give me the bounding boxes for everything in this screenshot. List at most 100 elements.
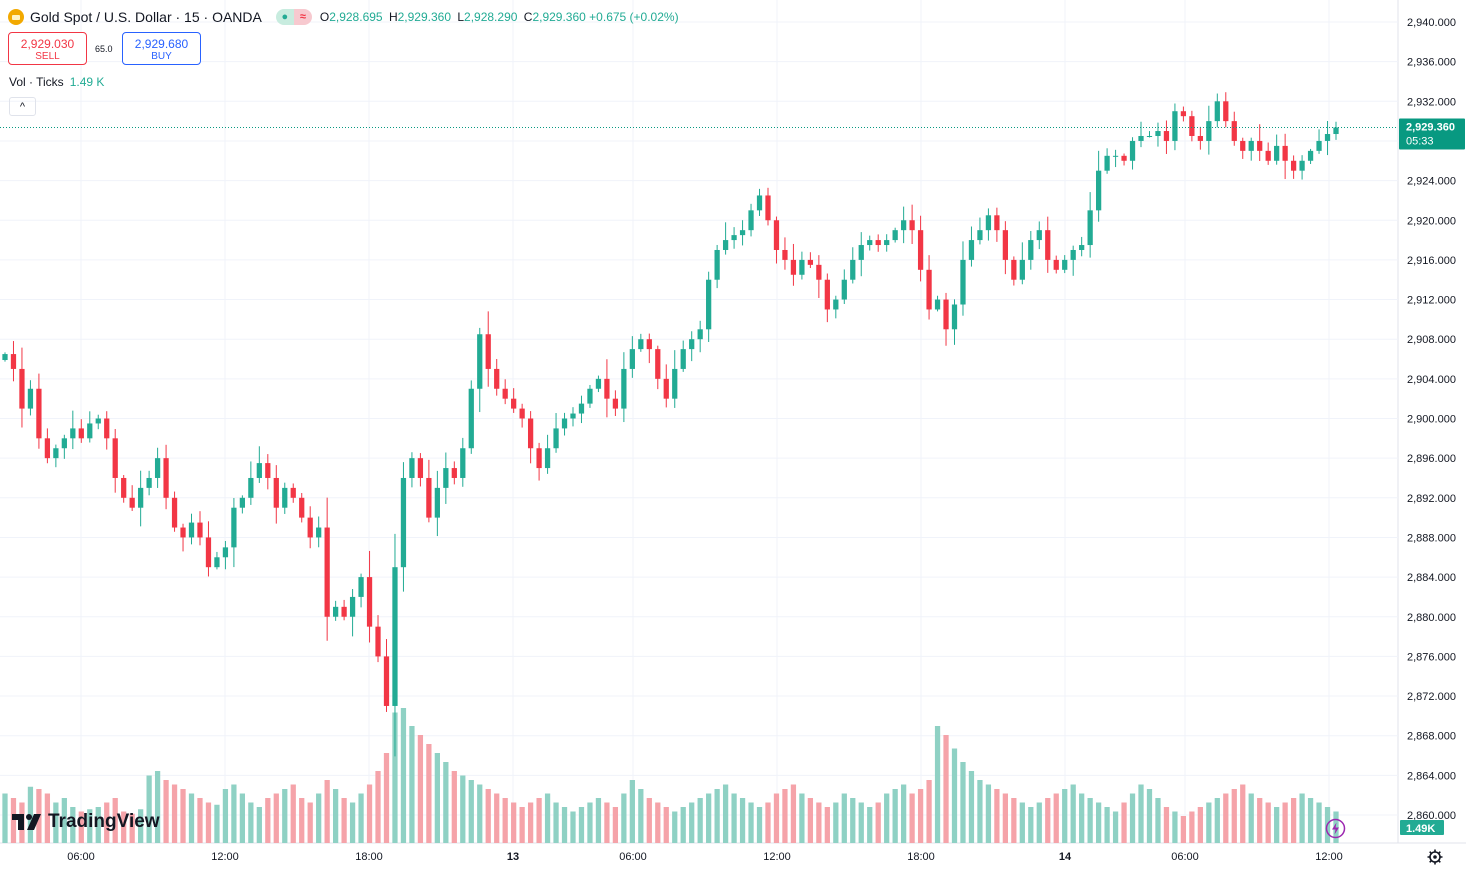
volume-bar <box>1002 793 1008 843</box>
candle-body <box>307 517 313 538</box>
settings-gear-icon[interactable] <box>1426 848 1444 866</box>
candle-body <box>324 527 330 617</box>
volume-legend-value: 1.49 K <box>69 75 105 89</box>
volume-bar <box>875 802 881 843</box>
candle-body <box>790 259 797 275</box>
candle-body <box>1019 259 1025 280</box>
high-value: 2,929.360 <box>397 10 451 24</box>
market-status-pill[interactable]: ● ≈ <box>275 9 312 25</box>
candle-body <box>960 259 966 305</box>
symbol-title[interactable]: Gold Spot / U.S. Dollar · 15 · OANDA <box>30 9 262 25</box>
candle-body <box>400 477 407 568</box>
volume-bar <box>934 726 941 843</box>
volume-bar <box>833 802 839 843</box>
candle-body <box>70 428 76 439</box>
volume-bar <box>112 798 118 843</box>
time-axis[interactable]: 06:00 12:00 18:00 13 06:00 12:00 18:00 14 06:00 1… <box>67 851 1343 863</box>
candle-body <box>824 279 830 310</box>
volume-bar <box>290 784 296 843</box>
time-tick-label: 13 <box>507 851 519 863</box>
volume-bar <box>655 802 661 843</box>
buy-button[interactable]: 2,929.680 BUY <box>122 32 201 65</box>
price-tick-label: 2,860.000 <box>1407 810 1456 822</box>
volume-bar <box>553 802 559 843</box>
candle-body <box>739 230 746 236</box>
candle-body <box>968 240 975 260</box>
candle-body <box>578 403 585 414</box>
volume-bar <box>1333 811 1339 843</box>
volume-bar <box>527 802 534 843</box>
time-tick-label: 06:00 <box>67 851 95 863</box>
price-tick-label: 2,920.000 <box>1407 215 1456 227</box>
volume-bar <box>773 793 780 843</box>
volume-bar <box>1307 798 1314 843</box>
candle-body <box>180 527 186 538</box>
volume-bar <box>511 802 517 843</box>
volume-bar <box>951 748 958 843</box>
candle-body <box>680 349 686 369</box>
candle-body <box>799 259 805 275</box>
volume-bar <box>53 802 59 843</box>
candle-body <box>570 413 576 419</box>
volume-bar <box>324 780 330 843</box>
volume-bar <box>578 807 585 843</box>
volume-bar <box>680 807 686 843</box>
collapse-legend-button[interactable]: ^ <box>9 97 36 116</box>
lightning-icon[interactable] <box>1325 818 1346 839</box>
volume-bar <box>1240 784 1246 843</box>
candle-body <box>951 304 958 330</box>
volume-bar <box>790 784 797 843</box>
candle-body <box>138 487 144 508</box>
volume-bar <box>188 793 195 843</box>
volume-legend[interactable]: Vol · Ticks 1.49 K <box>9 75 104 89</box>
volume-bar <box>265 798 271 843</box>
volume-bar <box>341 798 347 843</box>
last-price-value: 2,929.360 <box>1406 121 1455 133</box>
candle-body <box>78 428 84 439</box>
candle-body <box>1028 240 1034 260</box>
volume-bar <box>434 753 440 843</box>
volume-bar <box>95 807 101 843</box>
volume-bar <box>985 784 992 843</box>
volume-bar <box>485 789 491 843</box>
candle-body <box>621 368 627 409</box>
candle-body <box>1062 259 1068 270</box>
candle-body <box>587 388 593 404</box>
volume-bar <box>739 798 746 843</box>
volume-bar <box>1197 807 1203 843</box>
volume-bar <box>163 780 169 843</box>
volume-bar <box>689 802 695 843</box>
volume-bar <box>239 793 246 843</box>
candle-body <box>756 195 763 211</box>
volume-bar <box>1265 802 1271 843</box>
candle-body <box>265 463 271 478</box>
candle-body <box>850 259 856 280</box>
volume-bar <box>1180 816 1187 843</box>
symbol-header: Gold Spot / U.S. Dollar · 15 · OANDA ● ≈… <box>8 7 679 27</box>
candle-body <box>1265 150 1271 161</box>
volume-bar <box>1129 793 1136 843</box>
volume-bar <box>646 798 652 843</box>
candle-body <box>282 487 288 508</box>
candle-body <box>2 354 8 361</box>
tradingview-logo[interactable]: TradingView <box>12 810 160 834</box>
volume-bar <box>663 807 669 843</box>
volume-bar <box>171 784 178 843</box>
volume-bar <box>706 793 712 843</box>
volume-bar <box>1274 807 1280 843</box>
price-tick-label: 2,924.000 <box>1407 176 1456 188</box>
price-axis[interactable]: 2,860.000 2,864.000 2,868.000 2,872.000 2,87… <box>1407 17 1456 822</box>
volume-bar <box>850 798 856 843</box>
candle-body <box>61 438 67 449</box>
candle-body <box>646 339 652 350</box>
candle-body <box>977 230 983 241</box>
time-tick-label: 06:00 <box>619 851 647 863</box>
candle-body <box>1257 140 1263 151</box>
candle-body <box>994 215 1000 231</box>
volume-bar <box>561 807 568 843</box>
candle-body <box>163 458 169 498</box>
volume-bar <box>841 793 847 843</box>
sell-button[interactable]: 2,929.030 SELL <box>8 32 87 65</box>
candle-body <box>290 487 296 498</box>
